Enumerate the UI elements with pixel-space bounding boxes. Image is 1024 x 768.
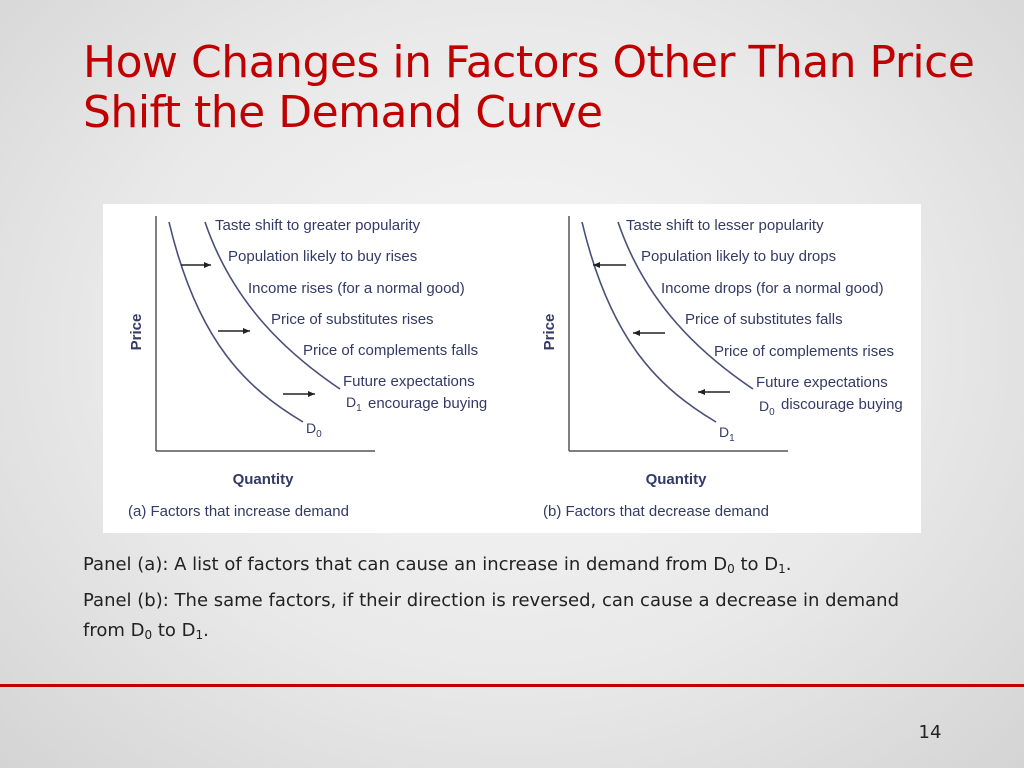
panel-b-factor: Income drops (for a normal good) bbox=[661, 280, 884, 297]
panel-a: Price Quantity (a) Factors that increase… bbox=[128, 216, 487, 520]
panel-b-curve-d0-label: D0 bbox=[759, 398, 775, 418]
panel-a-factor: Income rises (for a normal good) bbox=[248, 280, 465, 297]
panel-b-factor: Taste shift to lesser popularity bbox=[626, 217, 824, 234]
panel-b-factor: discourage buying bbox=[781, 396, 903, 413]
slide-notes: Panel (a): A list of factors that can ca… bbox=[83, 550, 943, 652]
panel-a-note: Panel (a): A list of factors that can ca… bbox=[83, 554, 792, 576]
panel-b-factor: Future expectations bbox=[756, 374, 888, 391]
panel-a-factor: Taste shift to greater popularity bbox=[215, 217, 421, 234]
panel-b-caption: (b) Factors that decrease demand bbox=[543, 503, 769, 520]
panel-a-factor: Future expectations bbox=[343, 373, 475, 390]
panel-b-factor: Price of complements rises bbox=[714, 343, 894, 360]
panel-a-y-axis-label: Price bbox=[128, 314, 145, 351]
panel-a-x-axis-label: Quantity bbox=[233, 471, 294, 488]
slide-title-line-1: How Changes in Factors Other Than Price bbox=[83, 37, 975, 88]
panel-a-factor: Price of substitutes rises bbox=[271, 311, 434, 328]
panel-b-factor: Population likely to buy drops bbox=[641, 248, 836, 265]
page-number: 14 bbox=[918, 722, 942, 743]
panel-a-curve-d1 bbox=[204, 221, 341, 390]
panel-a-caption: (a) Factors that increase demand bbox=[128, 503, 349, 520]
panel-b: Price Quantity (b) Factors that decrease… bbox=[541, 216, 903, 520]
panel-a-factor: Price of complements falls bbox=[303, 342, 478, 359]
panel-a-factor: encourage buying bbox=[368, 395, 487, 412]
slide-title: How Changes in Factors Other Than Price … bbox=[83, 38, 983, 138]
panel-a-curve-d1-label: D1 bbox=[346, 394, 362, 414]
panel-b-curve-d0 bbox=[617, 221, 754, 390]
panel-b-x-axis-label: Quantity bbox=[646, 471, 707, 488]
slide-title-line-2: Shift the Demand Curve bbox=[83, 87, 603, 138]
panel-b-curve-d1-label: D1 bbox=[719, 424, 735, 444]
demand-shift-diagram: Price Quantity (a) Factors that increase… bbox=[128, 216, 903, 520]
panel-a-curve-d0-label: D0 bbox=[306, 420, 322, 440]
footer-divider bbox=[0, 684, 1024, 687]
panel-b-y-axis-label: Price bbox=[541, 314, 558, 351]
demand-shift-figure: Price Quantity (a) Factors that increase… bbox=[103, 204, 921, 533]
panel-b-factor: Price of substitutes falls bbox=[685, 311, 843, 328]
panel-b-note: Panel (b): The same factors, if their di… bbox=[83, 590, 900, 642]
panel-a-factor: Population likely to buy rises bbox=[228, 248, 417, 265]
